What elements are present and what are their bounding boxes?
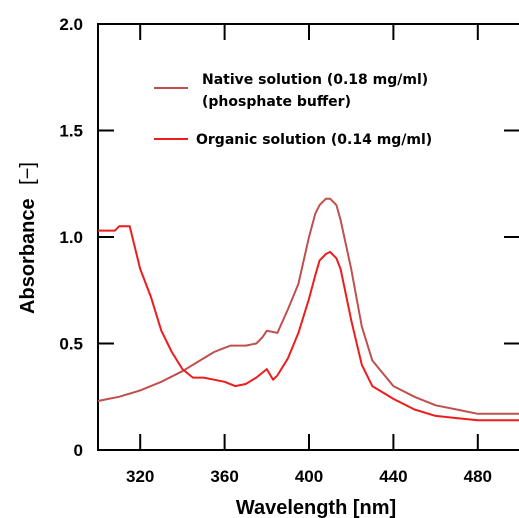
series-line-organic [98, 225, 519, 422]
series-lines [97, 197, 519, 422]
y-axis-unit: [−] [17, 162, 39, 185]
axis-tick-labels: 320 360 400 440 480 0 0.5 1.0 1.5 2.0 [59, 15, 492, 486]
y-tick-label-2.0: 2.0 [59, 15, 83, 34]
x-axis-title: Wavelength [nm] [236, 497, 396, 518]
x-tick-label-440: 440 [379, 467, 407, 486]
y-tick-label-1.0: 1.0 [59, 228, 83, 247]
axis-ticks [98, 24, 519, 450]
y-axis-label: Absorbance [17, 198, 39, 314]
legend: Native solution (0.18 mg/ml) (phosphate … [154, 72, 432, 148]
x-tick-label-360: 360 [210, 467, 238, 486]
y-tick-label-1.5: 1.5 [59, 122, 83, 141]
y-tick-label-0: 0 [74, 441, 83, 460]
x-tick-label-480: 480 [464, 467, 492, 486]
legend-label-organic: Organic solution (0.14 mg/ml) [196, 132, 432, 148]
series-line-native [97, 197, 519, 415]
y-axis-title: Absorbance [−] [17, 162, 39, 314]
y-tick-label-0.5: 0.5 [59, 335, 83, 354]
x-tick-label-320: 320 [126, 467, 154, 486]
legend-label-native: Native solution (0.18 mg/ml) [202, 72, 428, 88]
x-tick-label-400: 400 [295, 467, 323, 486]
legend-label-native-line2: (phosphate buffer) [202, 94, 351, 110]
